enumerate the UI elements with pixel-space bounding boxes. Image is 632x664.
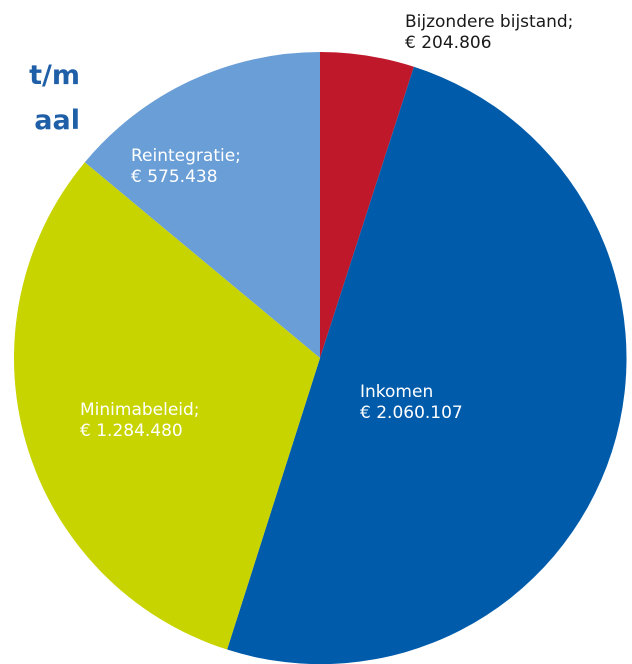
slice-label-name: Reintegratie; (131, 146, 241, 166)
pie-slice-reintegratie (84, 52, 320, 358)
slice-label-name: Inkomen (360, 382, 434, 402)
slice-label-value: € 1.284.480 (80, 421, 183, 441)
pie-slice-minimabeleid (14, 162, 321, 650)
slice-label-minimabeleid: Minimabeleid; € 1.284.480 (80, 400, 200, 442)
pie-slice-inkomen (227, 66, 627, 664)
slice-label-reintegratie: Reintegratie; € 575.438 (131, 146, 241, 188)
slice-label-name: Bijzondere bijstand; (405, 12, 574, 32)
chart-title-line-1: t/m (29, 60, 80, 91)
slice-label-bijzondere-bijstand: Bijzondere bijstand; € 204.806 (405, 12, 573, 54)
chart-title-line-2: aal (34, 105, 80, 136)
slice-label-value: € 204.806 (405, 33, 492, 53)
slice-label-value: € 575.438 (131, 167, 218, 187)
slice-label-name: Minimabeleid; (80, 400, 200, 420)
pie-slice-bijzondere (320, 52, 414, 358)
slice-label-value: € 2.060.107 (360, 403, 463, 423)
slice-label-inkomen: Inkomen € 2.060.107 (360, 382, 463, 424)
